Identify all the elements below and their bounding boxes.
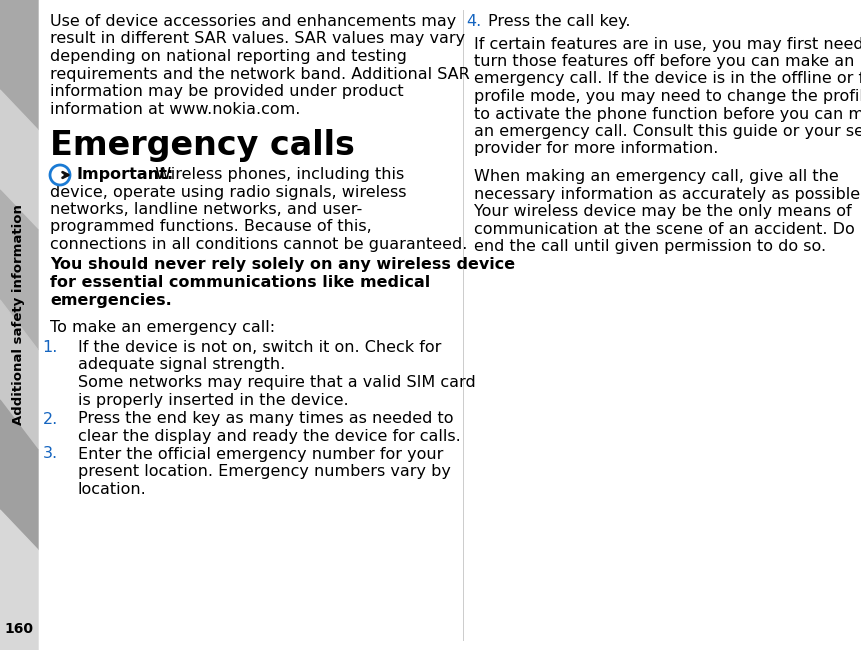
Polygon shape [0,190,38,350]
Text: Your wireless device may be the only means of: Your wireless device may be the only mea… [474,204,851,219]
Text: communication at the scene of an accident. Do not: communication at the scene of an acciden… [474,222,861,237]
Text: 3.: 3. [43,447,58,461]
Text: necessary information as accurately as possible.: necessary information as accurately as p… [474,187,861,202]
Text: requirements and the network band. Additional SAR: requirements and the network band. Addit… [50,66,469,81]
Text: provider for more information.: provider for more information. [474,142,717,157]
Text: Press the end key as many times as needed to: Press the end key as many times as neede… [77,411,453,426]
Text: 160: 160 [4,622,34,636]
Text: When making an emergency call, give all the: When making an emergency call, give all … [474,169,838,184]
Text: Some networks may require that a valid SIM card: Some networks may require that a valid S… [77,376,475,391]
Bar [0,0,38,650]
Text: present location. Emergency numbers vary by: present location. Emergency numbers vary… [77,464,450,479]
Text: If the device is not on, switch it on. Check for: If the device is not on, switch it on. C… [77,339,441,354]
Text: emergencies.: emergencies. [50,292,171,307]
Text: for essential communications like medical: for essential communications like medica… [50,275,430,290]
Text: end the call until given permission to do so.: end the call until given permission to d… [474,239,825,254]
Text: location.: location. [77,482,146,497]
Text: 2.: 2. [43,411,58,426]
Text: Wireless phones, including this: Wireless phones, including this [145,167,404,182]
Text: is properly inserted in the device.: is properly inserted in the device. [77,393,348,408]
Polygon shape [0,510,38,650]
Text: profile mode, you may need to change the profile: profile mode, you may need to change the… [474,89,861,104]
Text: You should never rely solely on any wireless device: You should never rely solely on any wire… [50,257,515,272]
Polygon shape [0,300,38,450]
Text: device, operate using radio signals, wireless: device, operate using radio signals, wir… [50,185,406,200]
Text: clear the display and ready the device for calls.: clear the display and ready the device f… [77,429,461,444]
Text: an emergency call. Consult this guide or your service: an emergency call. Consult this guide or… [474,124,861,139]
Polygon shape [0,400,38,550]
Text: Press the call key.: Press the call key. [487,14,629,29]
Text: to activate the phone function before you can make: to activate the phone function before yo… [474,107,861,122]
Text: To make an emergency call:: To make an emergency call: [50,320,275,335]
Text: result in different SAR values. SAR values may vary: result in different SAR values. SAR valu… [50,31,465,47]
Text: 4.: 4. [466,14,481,29]
Text: Emergency calls: Emergency calls [50,129,355,162]
Text: 1.: 1. [42,339,58,354]
Text: information may be provided under product: information may be provided under produc… [50,84,403,99]
Text: turn those features off before you can make an: turn those features off before you can m… [474,54,853,69]
Text: Important:: Important: [77,167,174,182]
Text: If certain features are in use, you may first need to: If certain features are in use, you may … [474,36,861,51]
Polygon shape [0,0,38,130]
Text: connections in all conditions cannot be guaranteed.: connections in all conditions cannot be … [50,237,467,252]
Text: information at www.nokia.com.: information at www.nokia.com. [50,101,300,116]
Text: emergency call. If the device is in the offline or flight: emergency call. If the device is in the … [474,72,861,86]
Text: networks, landline networks, and user-: networks, landline networks, and user- [50,202,362,217]
Polygon shape [0,90,38,230]
Text: Additional safety information: Additional safety information [13,205,26,426]
Text: programmed functions. Because of this,: programmed functions. Because of this, [50,220,371,235]
Text: adequate signal strength.: adequate signal strength. [77,357,285,372]
Text: Enter the official emergency number for your: Enter the official emergency number for … [77,447,443,461]
Text: depending on national reporting and testing: depending on national reporting and test… [50,49,406,64]
Text: Use of device accessories and enhancements may: Use of device accessories and enhancemen… [50,14,455,29]
